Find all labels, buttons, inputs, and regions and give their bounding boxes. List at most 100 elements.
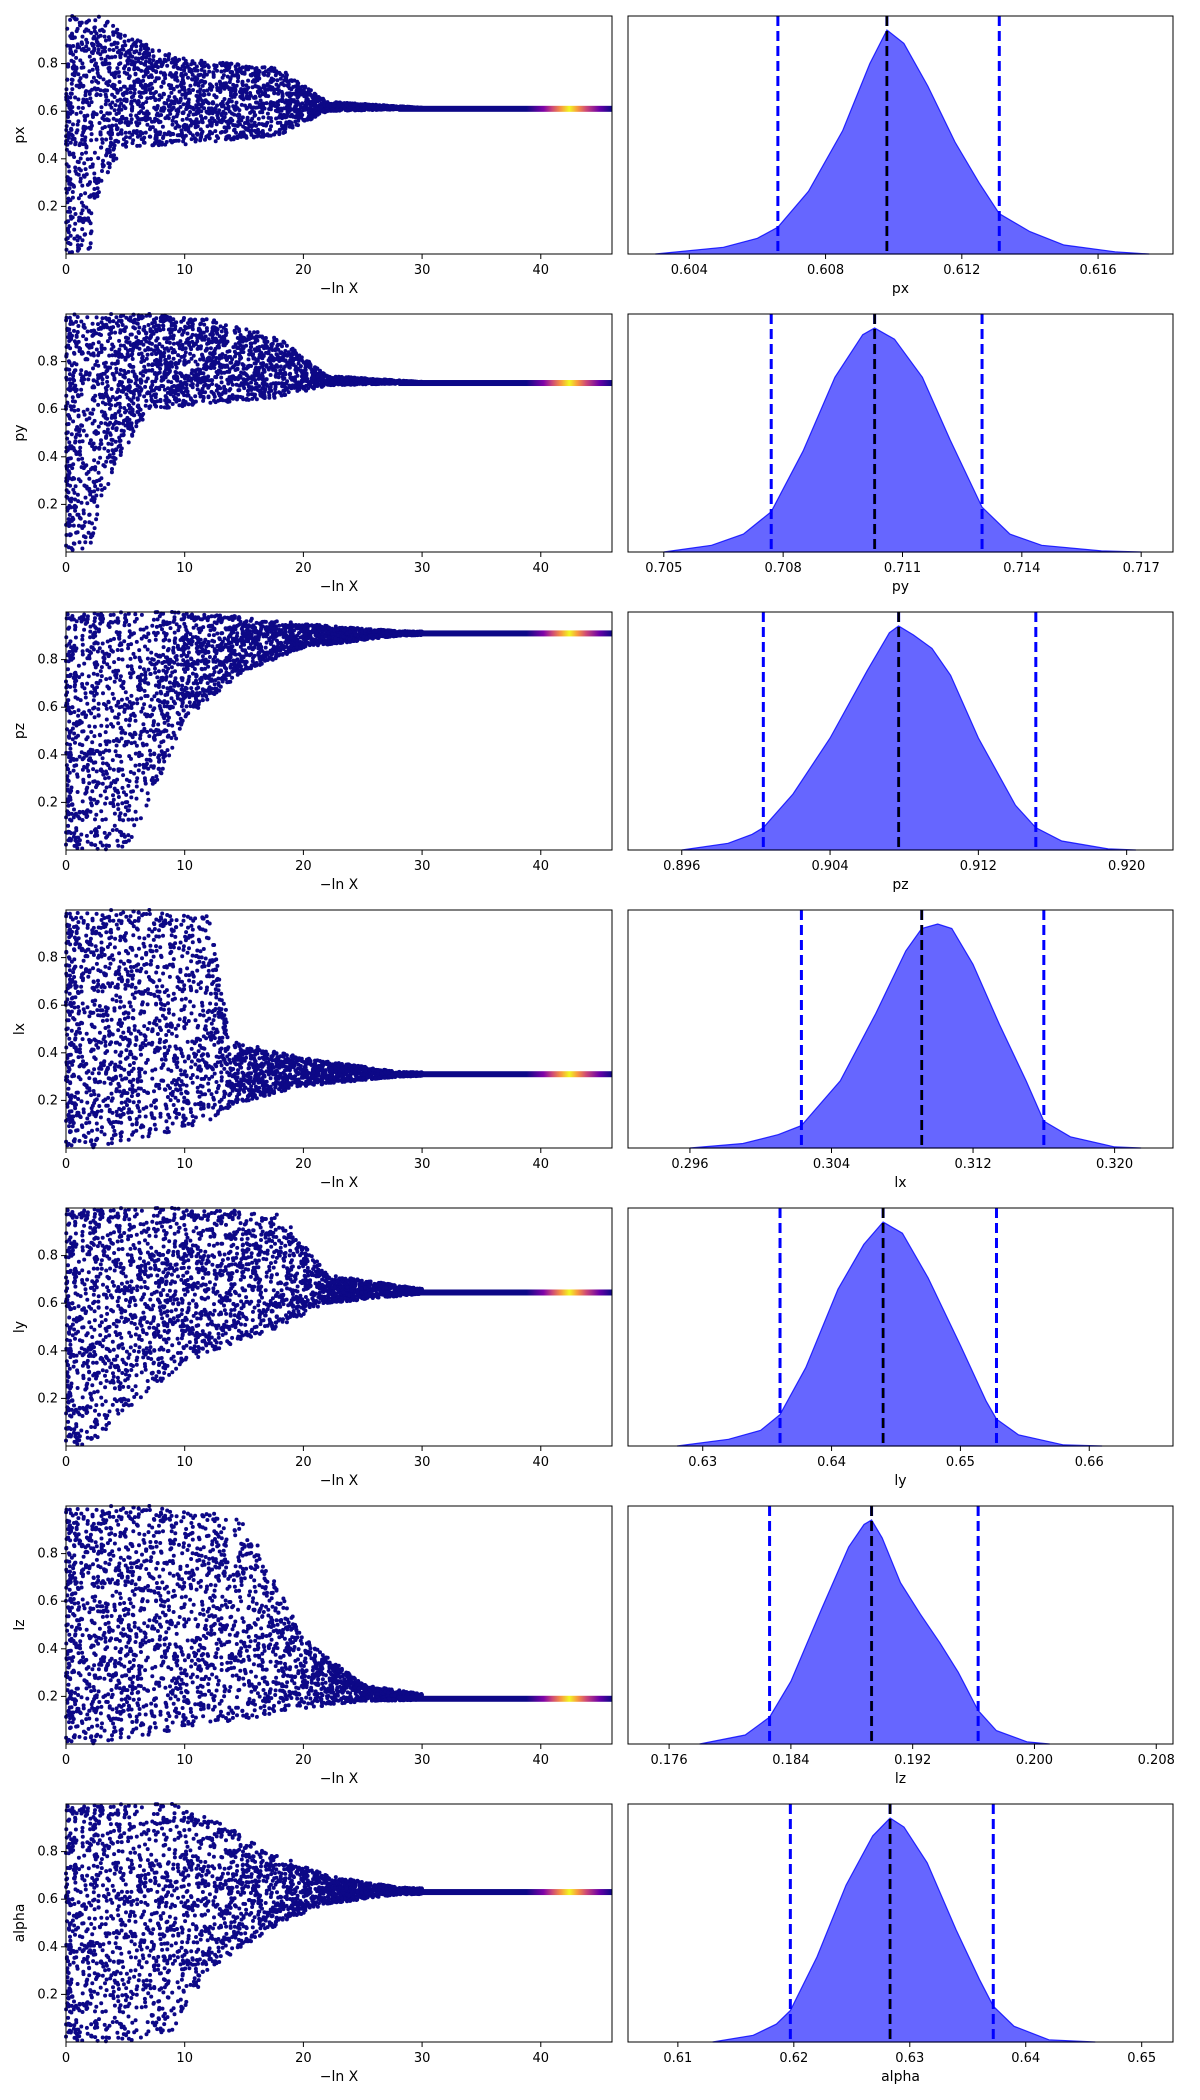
scatter-point	[67, 169, 72, 174]
scatter-point	[128, 426, 133, 431]
scatter-point	[214, 95, 219, 100]
scatter-point	[105, 416, 110, 421]
scatter-point	[279, 108, 284, 113]
scatter-point	[89, 132, 94, 137]
scatter-point	[71, 183, 76, 188]
scatter-point	[73, 142, 78, 147]
scatter-point	[227, 399, 232, 404]
scatter-point	[136, 410, 141, 415]
scatter-point	[283, 385, 288, 390]
scatter-point	[109, 403, 114, 408]
scatter-point	[161, 72, 166, 77]
scatter-point	[179, 80, 184, 85]
scatter-point	[163, 116, 168, 121]
scatter-point	[143, 62, 148, 67]
scatter-point	[139, 103, 144, 108]
scatter-point	[232, 349, 237, 354]
scatter-point	[98, 483, 103, 488]
scatter-point	[119, 120, 124, 125]
scatter-point	[251, 72, 256, 77]
scatter-point	[148, 125, 153, 130]
scatter-point	[194, 64, 199, 69]
scatter-point	[90, 385, 95, 390]
scatter-point	[208, 346, 213, 351]
scatter-point	[86, 246, 91, 251]
scatter-point	[230, 357, 235, 362]
scatter-point	[91, 378, 96, 383]
scatter-point	[161, 105, 166, 110]
scatter-point	[144, 59, 148, 64]
scatter-point	[208, 332, 213, 337]
scatter-point	[110, 92, 115, 97]
scatter-point	[159, 95, 164, 100]
scatter-point	[239, 118, 244, 123]
scatter-point	[172, 95, 177, 100]
scatter-point	[96, 340, 101, 345]
scatter-point	[64, 377, 69, 382]
scatter-point	[89, 50, 94, 55]
scatter-point	[150, 379, 155, 384]
scatter-point	[71, 523, 76, 528]
scatter-point	[301, 373, 306, 378]
scatter-point	[75, 128, 80, 133]
scatter-point	[209, 106, 214, 111]
scatter-point	[169, 380, 174, 385]
scatter-point	[177, 89, 182, 94]
scatter-point	[184, 116, 189, 121]
scatter-point	[105, 384, 110, 388]
scatter-point	[184, 107, 189, 112]
scatter-point	[348, 106, 353, 111]
scatter-point	[101, 463, 106, 468]
scatter-point	[296, 361, 301, 366]
scatter-point	[133, 72, 138, 77]
scatter-point	[107, 165, 112, 170]
scatter-point	[75, 393, 80, 398]
scatter-point	[244, 127, 249, 132]
scatter-point	[131, 395, 136, 400]
scatter-point	[260, 381, 265, 386]
scatter-point	[83, 495, 88, 500]
scatter-point	[249, 388, 254, 392]
scatter-point	[93, 393, 98, 398]
scatter-point	[227, 97, 232, 102]
scatter-point	[227, 80, 232, 85]
scatter-point	[193, 394, 198, 399]
scatter-point	[68, 388, 73, 393]
scatter-point	[274, 371, 279, 376]
scatter-point	[70, 333, 74, 338]
scatter-point	[106, 35, 111, 40]
scatter-point	[165, 63, 170, 68]
scatter-point	[152, 399, 157, 404]
scatter-point	[130, 37, 135, 42]
scatter-point	[129, 399, 134, 403]
scatter-point	[246, 357, 251, 362]
scatter-point	[145, 391, 150, 396]
scatter-point	[83, 93, 88, 98]
scatter-point	[257, 384, 262, 389]
scatter-point	[104, 434, 109, 439]
scatter-point	[171, 394, 176, 399]
scatter-point	[174, 108, 179, 113]
scatter-point	[83, 232, 88, 237]
scatter-point	[101, 62, 106, 67]
scatter-point	[166, 98, 170, 102]
scatter-point	[145, 376, 150, 381]
scatter-point	[262, 396, 267, 400]
scatter-point	[228, 360, 233, 365]
scatter-point	[75, 243, 80, 248]
scatter-point	[182, 316, 186, 320]
scatter-point	[79, 319, 84, 324]
scatter-point	[91, 42, 96, 47]
scatter-point	[333, 376, 338, 381]
scatter-point	[120, 380, 124, 385]
scatter-point	[92, 466, 97, 471]
scatter-point	[168, 389, 173, 394]
scatter-point	[83, 142, 87, 146]
scatter-point	[315, 374, 320, 379]
scatter-point	[103, 38, 108, 43]
scatter-point	[172, 101, 177, 106]
scatter-point	[167, 369, 172, 374]
scatter-point	[188, 83, 193, 88]
scatter-point	[140, 56, 145, 61]
scatter-point	[73, 69, 78, 74]
